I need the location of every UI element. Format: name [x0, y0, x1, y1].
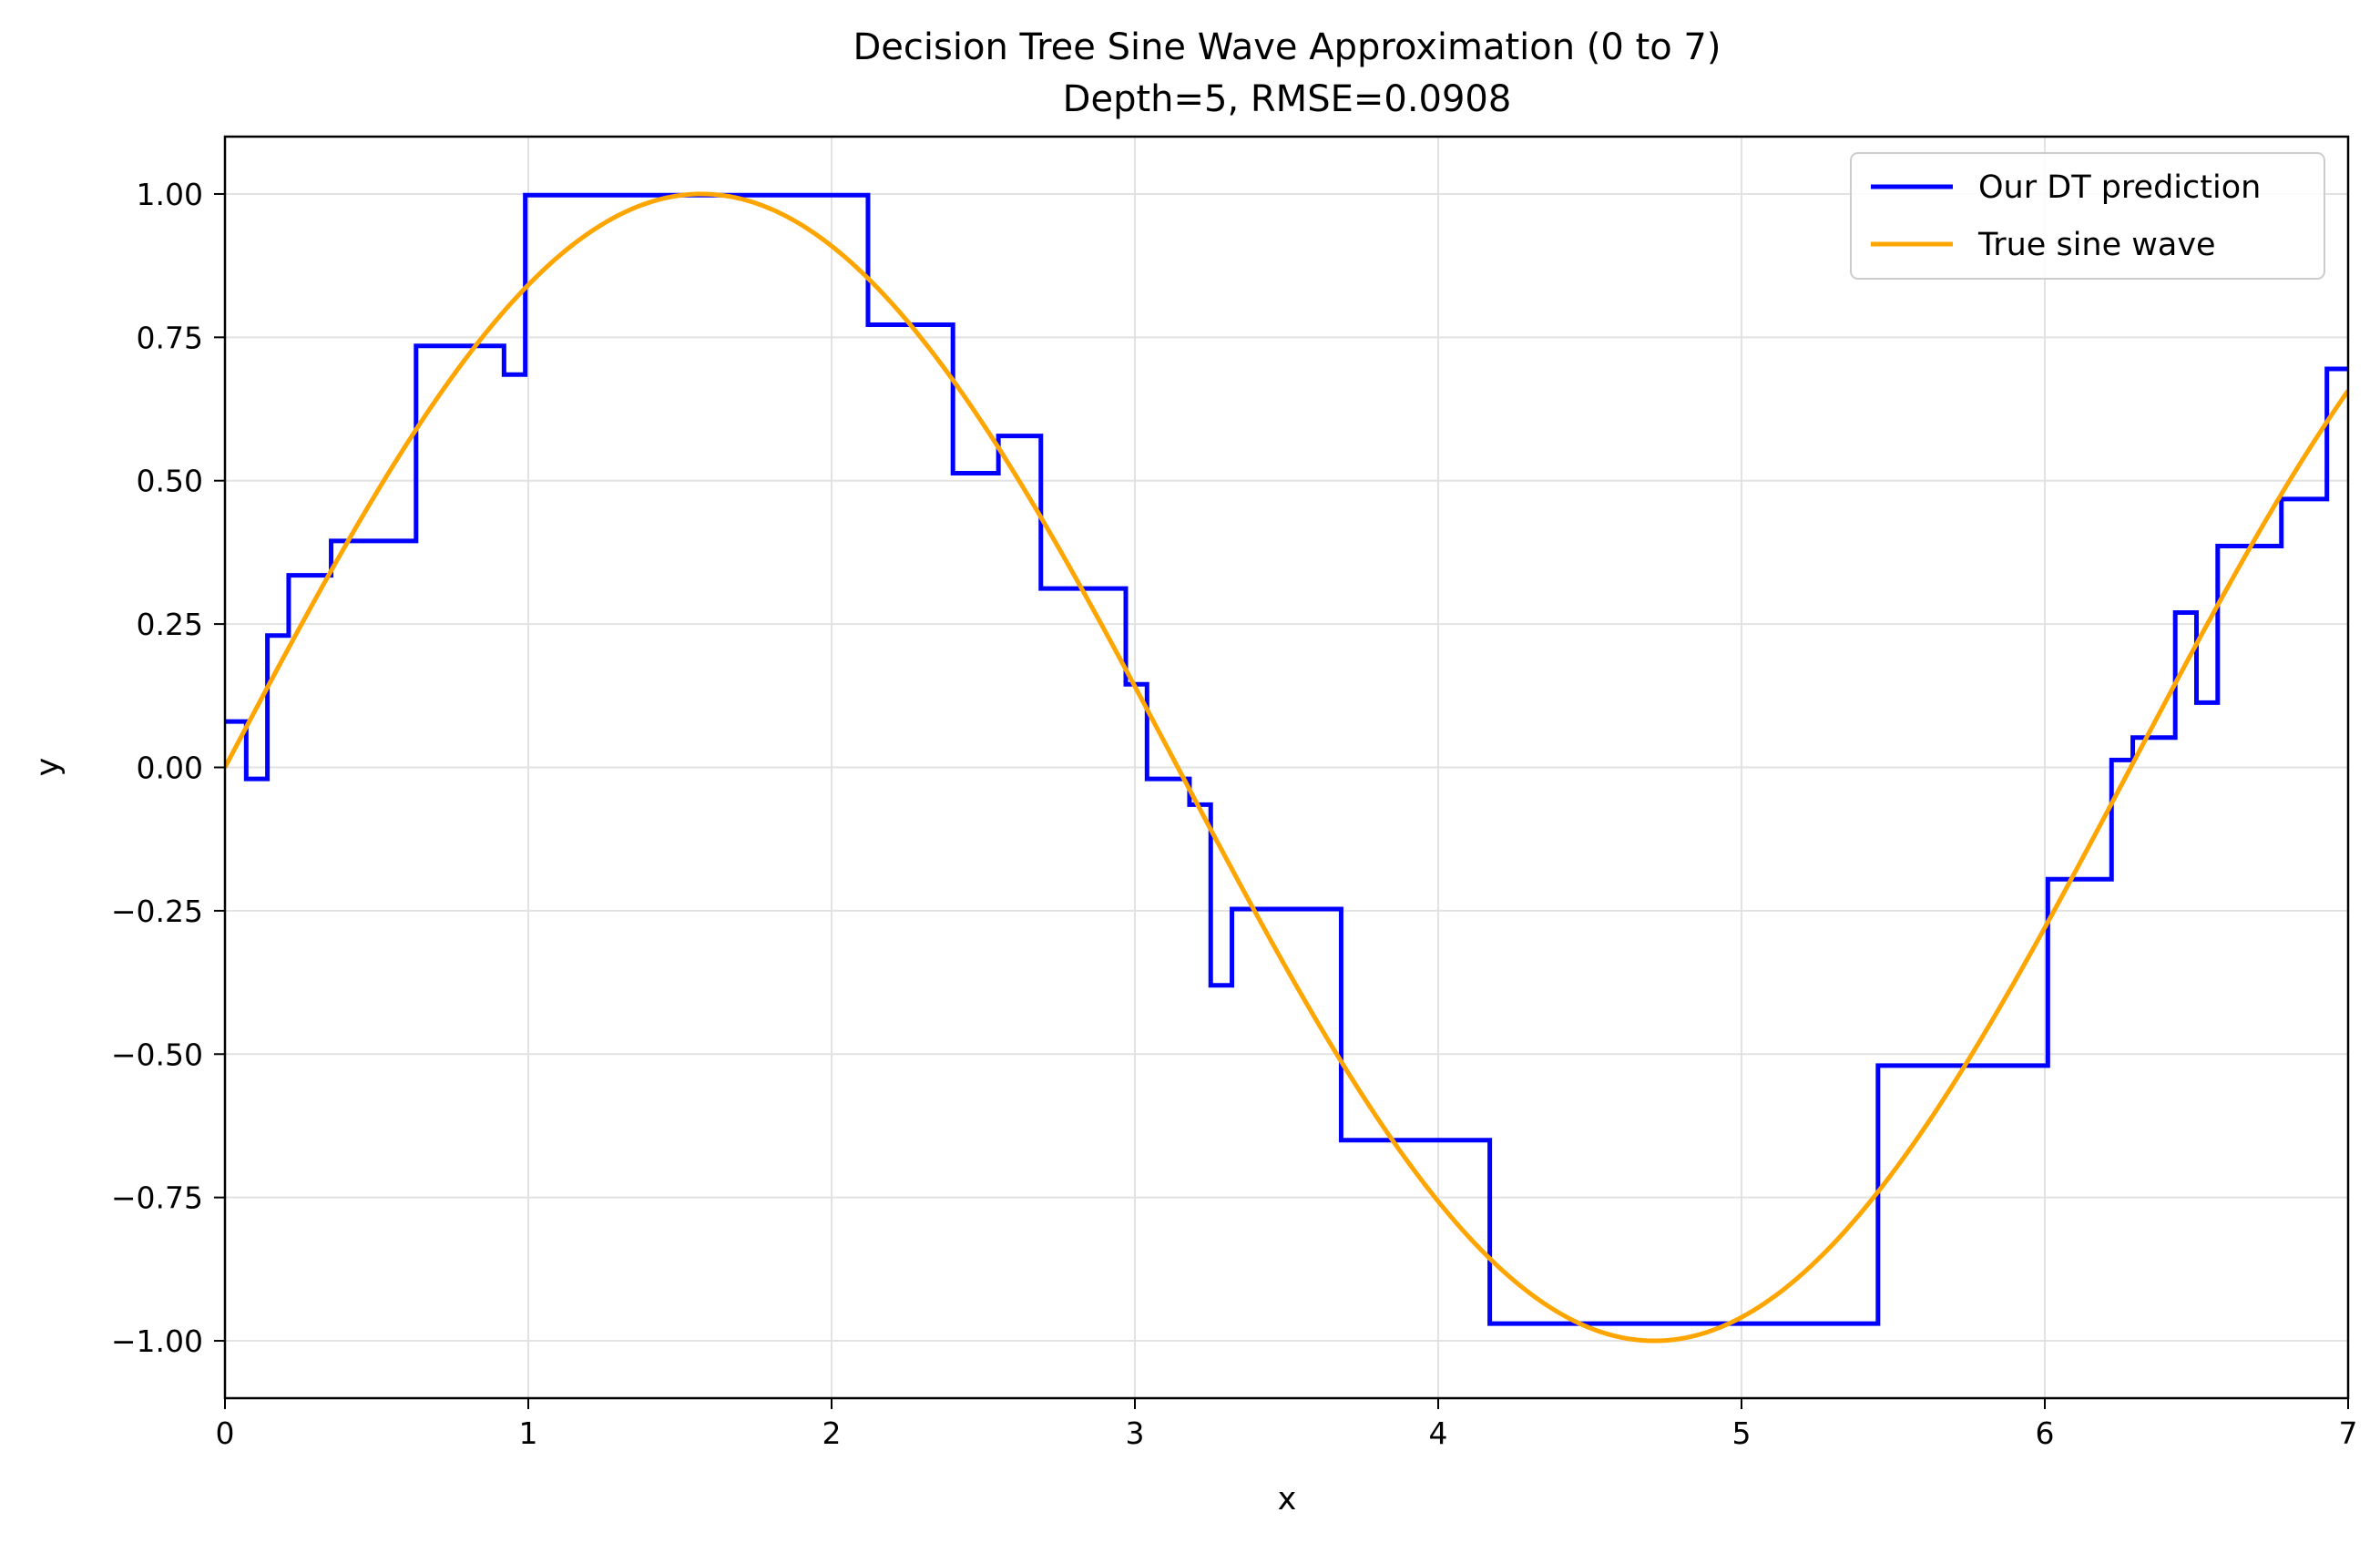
y-tick: −0.75: [111, 1180, 225, 1216]
y-tick: 0.00: [137, 751, 225, 786]
y-axis-label: y: [30, 758, 66, 777]
legend-label-sine: True sine wave: [1977, 227, 2216, 263]
x-tick: 7: [2339, 1398, 2358, 1451]
y-tick: −0.25: [111, 894, 225, 929]
y-tick: −1.00: [111, 1323, 225, 1359]
true-sine-line: [225, 191, 2348, 1344]
legend-box: [1850, 152, 2325, 280]
y-tick: 0.50: [137, 464, 225, 499]
x-tick: 6: [2036, 1398, 2055, 1451]
series-layer: [225, 191, 2348, 1344]
x-tick-label: 0: [216, 1415, 235, 1451]
x-tick: 4: [1429, 1398, 1448, 1451]
x-axis: 0 1 2 3 4 5 6 7: [216, 1398, 2358, 1451]
x-tick: 1: [519, 1398, 538, 1451]
y-axis: 1.00 0.75 0.50 0.25 0.00 −0.25 −0.50 −0.75 −1.00: [111, 177, 225, 1359]
chart-subtitle: Depth=5, RMSE=0.0908: [1063, 78, 1512, 120]
y-tick-label: 0.00: [137, 751, 203, 786]
y-tick: −0.50: [111, 1037, 225, 1072]
x-tick-label: 5: [1732, 1415, 1752, 1451]
x-tick-label: 3: [1126, 1415, 1145, 1451]
y-tick-label: 0.75: [137, 320, 203, 355]
y-tick-label: −0.25: [111, 894, 203, 929]
y-tick: 0.25: [137, 607, 225, 642]
x-tick-label: 4: [1429, 1415, 1448, 1451]
y-tick-label: −1.00: [111, 1323, 203, 1359]
y-tick: 0.75: [137, 320, 225, 355]
x-tick-label: 2: [822, 1415, 842, 1451]
x-tick: 5: [1732, 1398, 1752, 1451]
x-tick-label: 1: [519, 1415, 538, 1451]
x-axis-label: x: [1278, 1481, 1297, 1517]
y-tick-label: 1.00: [137, 177, 203, 212]
y-tick: 1.00: [137, 177, 225, 212]
x-tick: 2: [822, 1398, 842, 1451]
legend-label-dt: Our DT prediction: [1978, 169, 2261, 206]
x-tick: 3: [1126, 1398, 1145, 1451]
y-tick-label: −0.50: [111, 1037, 203, 1072]
x-tick-label: 6: [2036, 1415, 2055, 1451]
y-tick-label: −0.75: [111, 1180, 203, 1216]
x-tick-label: 7: [2339, 1415, 2358, 1451]
y-tick-label: 0.50: [137, 464, 203, 499]
legend: Our DT prediction True sine wave: [1850, 152, 2325, 280]
chart-title: Decision Tree Sine Wave Approximation (0…: [853, 26, 1721, 68]
x-tick: 0: [216, 1398, 235, 1451]
y-tick-label: 0.25: [137, 607, 203, 642]
